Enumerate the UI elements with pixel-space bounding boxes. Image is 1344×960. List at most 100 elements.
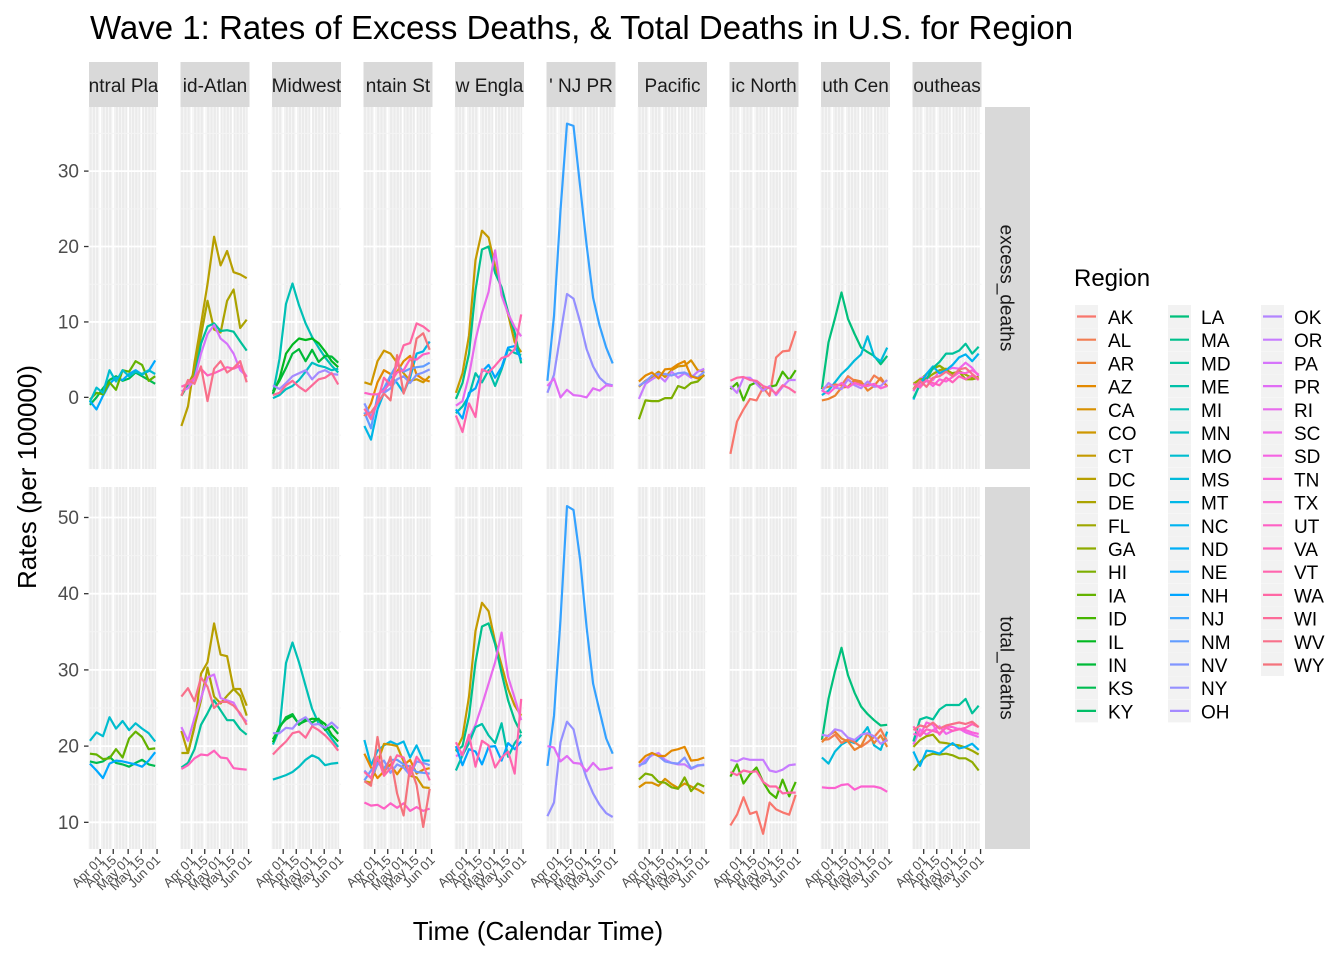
series-line-CT (454, 229, 523, 394)
series-line-VA (180, 749, 247, 771)
legend-label: PR (1294, 378, 1320, 399)
series-line-TX (821, 381, 888, 395)
legend-label: AK (1108, 308, 1134, 329)
series-line-PR (546, 377, 613, 399)
y-tick-label: 40 (58, 584, 79, 605)
column-strip (912, 62, 982, 107)
row-strip (985, 487, 1030, 849)
series-line-MN (272, 754, 339, 781)
legend-label: NV (1201, 656, 1228, 677)
series-line-WA (363, 322, 431, 421)
y-tick-label: 50 (58, 508, 79, 529)
column-strip (821, 62, 890, 107)
series-line-MD (912, 697, 980, 742)
series-line-WV (180, 676, 248, 726)
series-line-AL (821, 728, 889, 749)
legend-label: VA (1294, 540, 1318, 561)
legend-label: AL (1108, 331, 1131, 352)
legend-label: GA (1108, 540, 1136, 561)
panel-excess_deaths-8 (820, 107, 891, 469)
series-line-WA (729, 375, 797, 395)
legend-label: HI (1108, 563, 1127, 584)
legend-label: NC (1201, 517, 1228, 538)
column-strip-label: uth Cen (822, 76, 889, 97)
series-line-OR (729, 376, 796, 397)
legend-label: DE (1108, 494, 1134, 515)
legend-label: MO (1201, 447, 1232, 468)
series-line-WA (363, 754, 431, 781)
column-strip-label: Pacific (645, 76, 701, 97)
panel-excess_deaths-0 (88, 107, 159, 469)
series-line-VT (454, 698, 523, 775)
series-line-IN (271, 348, 339, 392)
legend-label: IL (1108, 633, 1124, 654)
y-tick-label: 20 (58, 237, 79, 258)
legend-label: AZ (1108, 378, 1133, 399)
panel-total_deaths-7 (729, 487, 799, 849)
legend-label: IN (1108, 656, 1127, 677)
series-line-MI (271, 282, 339, 395)
legend-label: OH (1201, 702, 1230, 723)
series-line-KS (89, 755, 156, 768)
series-line-VA (912, 374, 980, 389)
series-line-LA (820, 646, 888, 741)
legend-label: IA (1108, 586, 1126, 607)
series-line-UT (363, 801, 431, 813)
row-strip-label: total_deaths (996, 616, 1017, 720)
column-strip (638, 62, 707, 107)
legend-label: WY (1294, 656, 1325, 677)
column-strip-label: ic North (731, 76, 796, 97)
legend-label: UT (1294, 517, 1320, 538)
series-line-NH (455, 345, 523, 420)
series-line-IL (271, 337, 339, 395)
chart-title: Wave 1: Rates of Excess Deaths, & Total … (90, 9, 1073, 46)
series-line-DE (180, 288, 248, 397)
y-tick-label: 20 (58, 737, 79, 758)
legend-label: WA (1294, 586, 1324, 607)
panel-excess_deaths-2 (271, 107, 342, 469)
series-line-VA (912, 722, 980, 738)
series-line-OH (272, 369, 339, 391)
series-line-IA (89, 730, 156, 761)
legend-label: NE (1201, 563, 1227, 584)
series-line-RI (455, 249, 523, 407)
series-line-AZ (638, 745, 705, 764)
series-line-WI (272, 372, 340, 397)
legend-label: OK (1294, 308, 1322, 329)
series-line-WV (912, 720, 980, 732)
series-line-NY (546, 292, 613, 394)
legend-label: PA (1294, 354, 1318, 375)
series-line-FL (912, 733, 980, 756)
y-tick-label: 30 (58, 162, 79, 183)
column-strip-label: ' NJ PR (549, 76, 613, 97)
series-line-NJ (546, 122, 614, 381)
column-strip (455, 62, 524, 107)
legend-label: TN (1294, 470, 1319, 491)
legend: Region AKALARAZCACOCTDCDEFLGAHIIAIDILINK… (1074, 265, 1325, 723)
legend-label: MT (1201, 494, 1229, 515)
panel-total_deaths-5 (546, 487, 616, 849)
series-line-IN (271, 712, 340, 740)
series-line-MO (89, 716, 157, 743)
series-line-WA (729, 769, 796, 795)
legend-label: DC (1108, 470, 1135, 491)
legend-label: SD (1294, 447, 1320, 468)
x-axis-title: Time (Calendar Time) (413, 916, 663, 946)
panel-total_deaths-4 (454, 487, 525, 849)
series-line-WV (180, 360, 248, 403)
column-strip-label: Midwest (272, 76, 342, 97)
legend-label: FL (1108, 517, 1130, 538)
series-line-NJ (546, 505, 614, 767)
legend-label: SC (1294, 424, 1320, 445)
y-tick-label: 30 (58, 660, 79, 681)
series-line-WY (363, 735, 431, 829)
legend-label: MI (1201, 401, 1222, 422)
legend-label: MA (1201, 331, 1230, 352)
legend-label: CT (1108, 447, 1134, 468)
panel-excess_deaths-6 (637, 107, 708, 469)
series-line-MD (180, 699, 248, 769)
legend-label: NJ (1201, 610, 1224, 631)
y-axis-title: Rates (per 100000) (12, 365, 42, 589)
series-line-VT (454, 314, 523, 434)
